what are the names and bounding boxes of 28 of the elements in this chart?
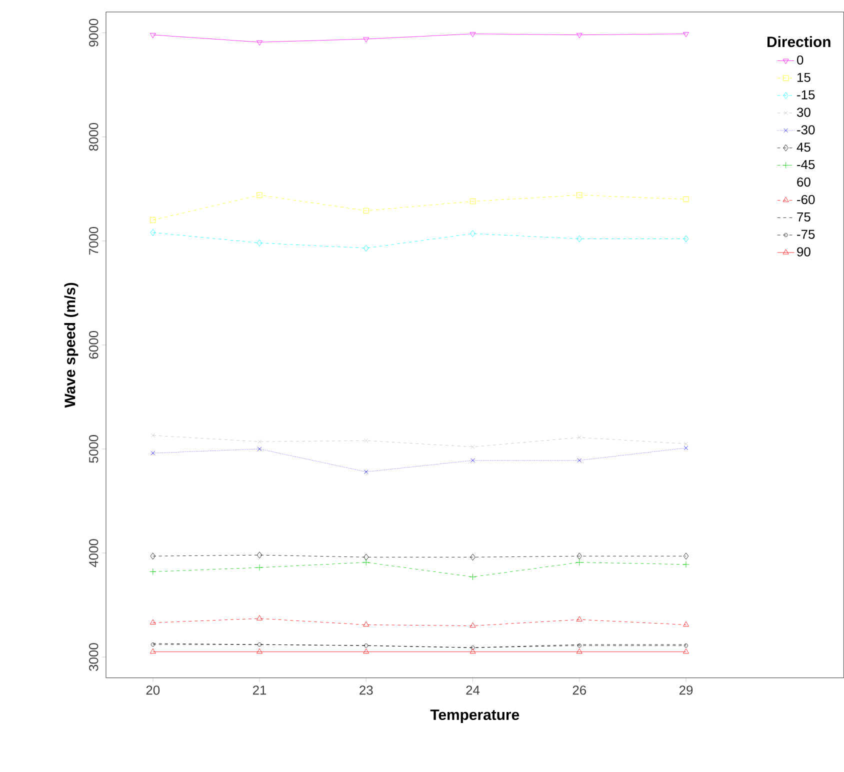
y-tick-label: 8000 xyxy=(89,123,98,151)
x-tick-label: 21 xyxy=(252,686,266,695)
legend-label: -15 xyxy=(797,90,815,100)
legend-label: 75 xyxy=(797,212,810,222)
y-tick-label: 4000 xyxy=(89,539,98,568)
y-tick-label: 3000 xyxy=(89,643,98,672)
legend-label: -75 xyxy=(797,230,815,239)
legend-label: 30 xyxy=(797,108,810,117)
x-axis-title: Temperature xyxy=(430,710,520,724)
y-tick-label: 7000 xyxy=(89,227,98,255)
legend-label: -30 xyxy=(797,125,815,134)
x-tick-label: 26 xyxy=(572,686,586,695)
x-tick-label: 29 xyxy=(679,686,693,695)
x-tick-label: 23 xyxy=(360,686,373,695)
legend-label: 90 xyxy=(797,247,810,256)
legend-label: -45 xyxy=(797,160,815,170)
y-tick-label: 5000 xyxy=(89,435,98,463)
legend-label: -60 xyxy=(797,195,815,204)
y-axis-title: Wave speed (m/s) xyxy=(64,282,78,408)
legend-title: Direction xyxy=(768,36,830,48)
y-tick-label: 9000 xyxy=(89,18,98,47)
text: 60 xyxy=(797,178,810,187)
x-tick-label: 20 xyxy=(146,686,160,695)
y-tick-label: 6000 xyxy=(89,331,98,359)
legend-label: 15 xyxy=(797,73,810,82)
legend-label: 0 xyxy=(797,56,804,65)
x-tick-label: 24 xyxy=(466,686,480,695)
legend-label: 45 xyxy=(796,142,810,152)
